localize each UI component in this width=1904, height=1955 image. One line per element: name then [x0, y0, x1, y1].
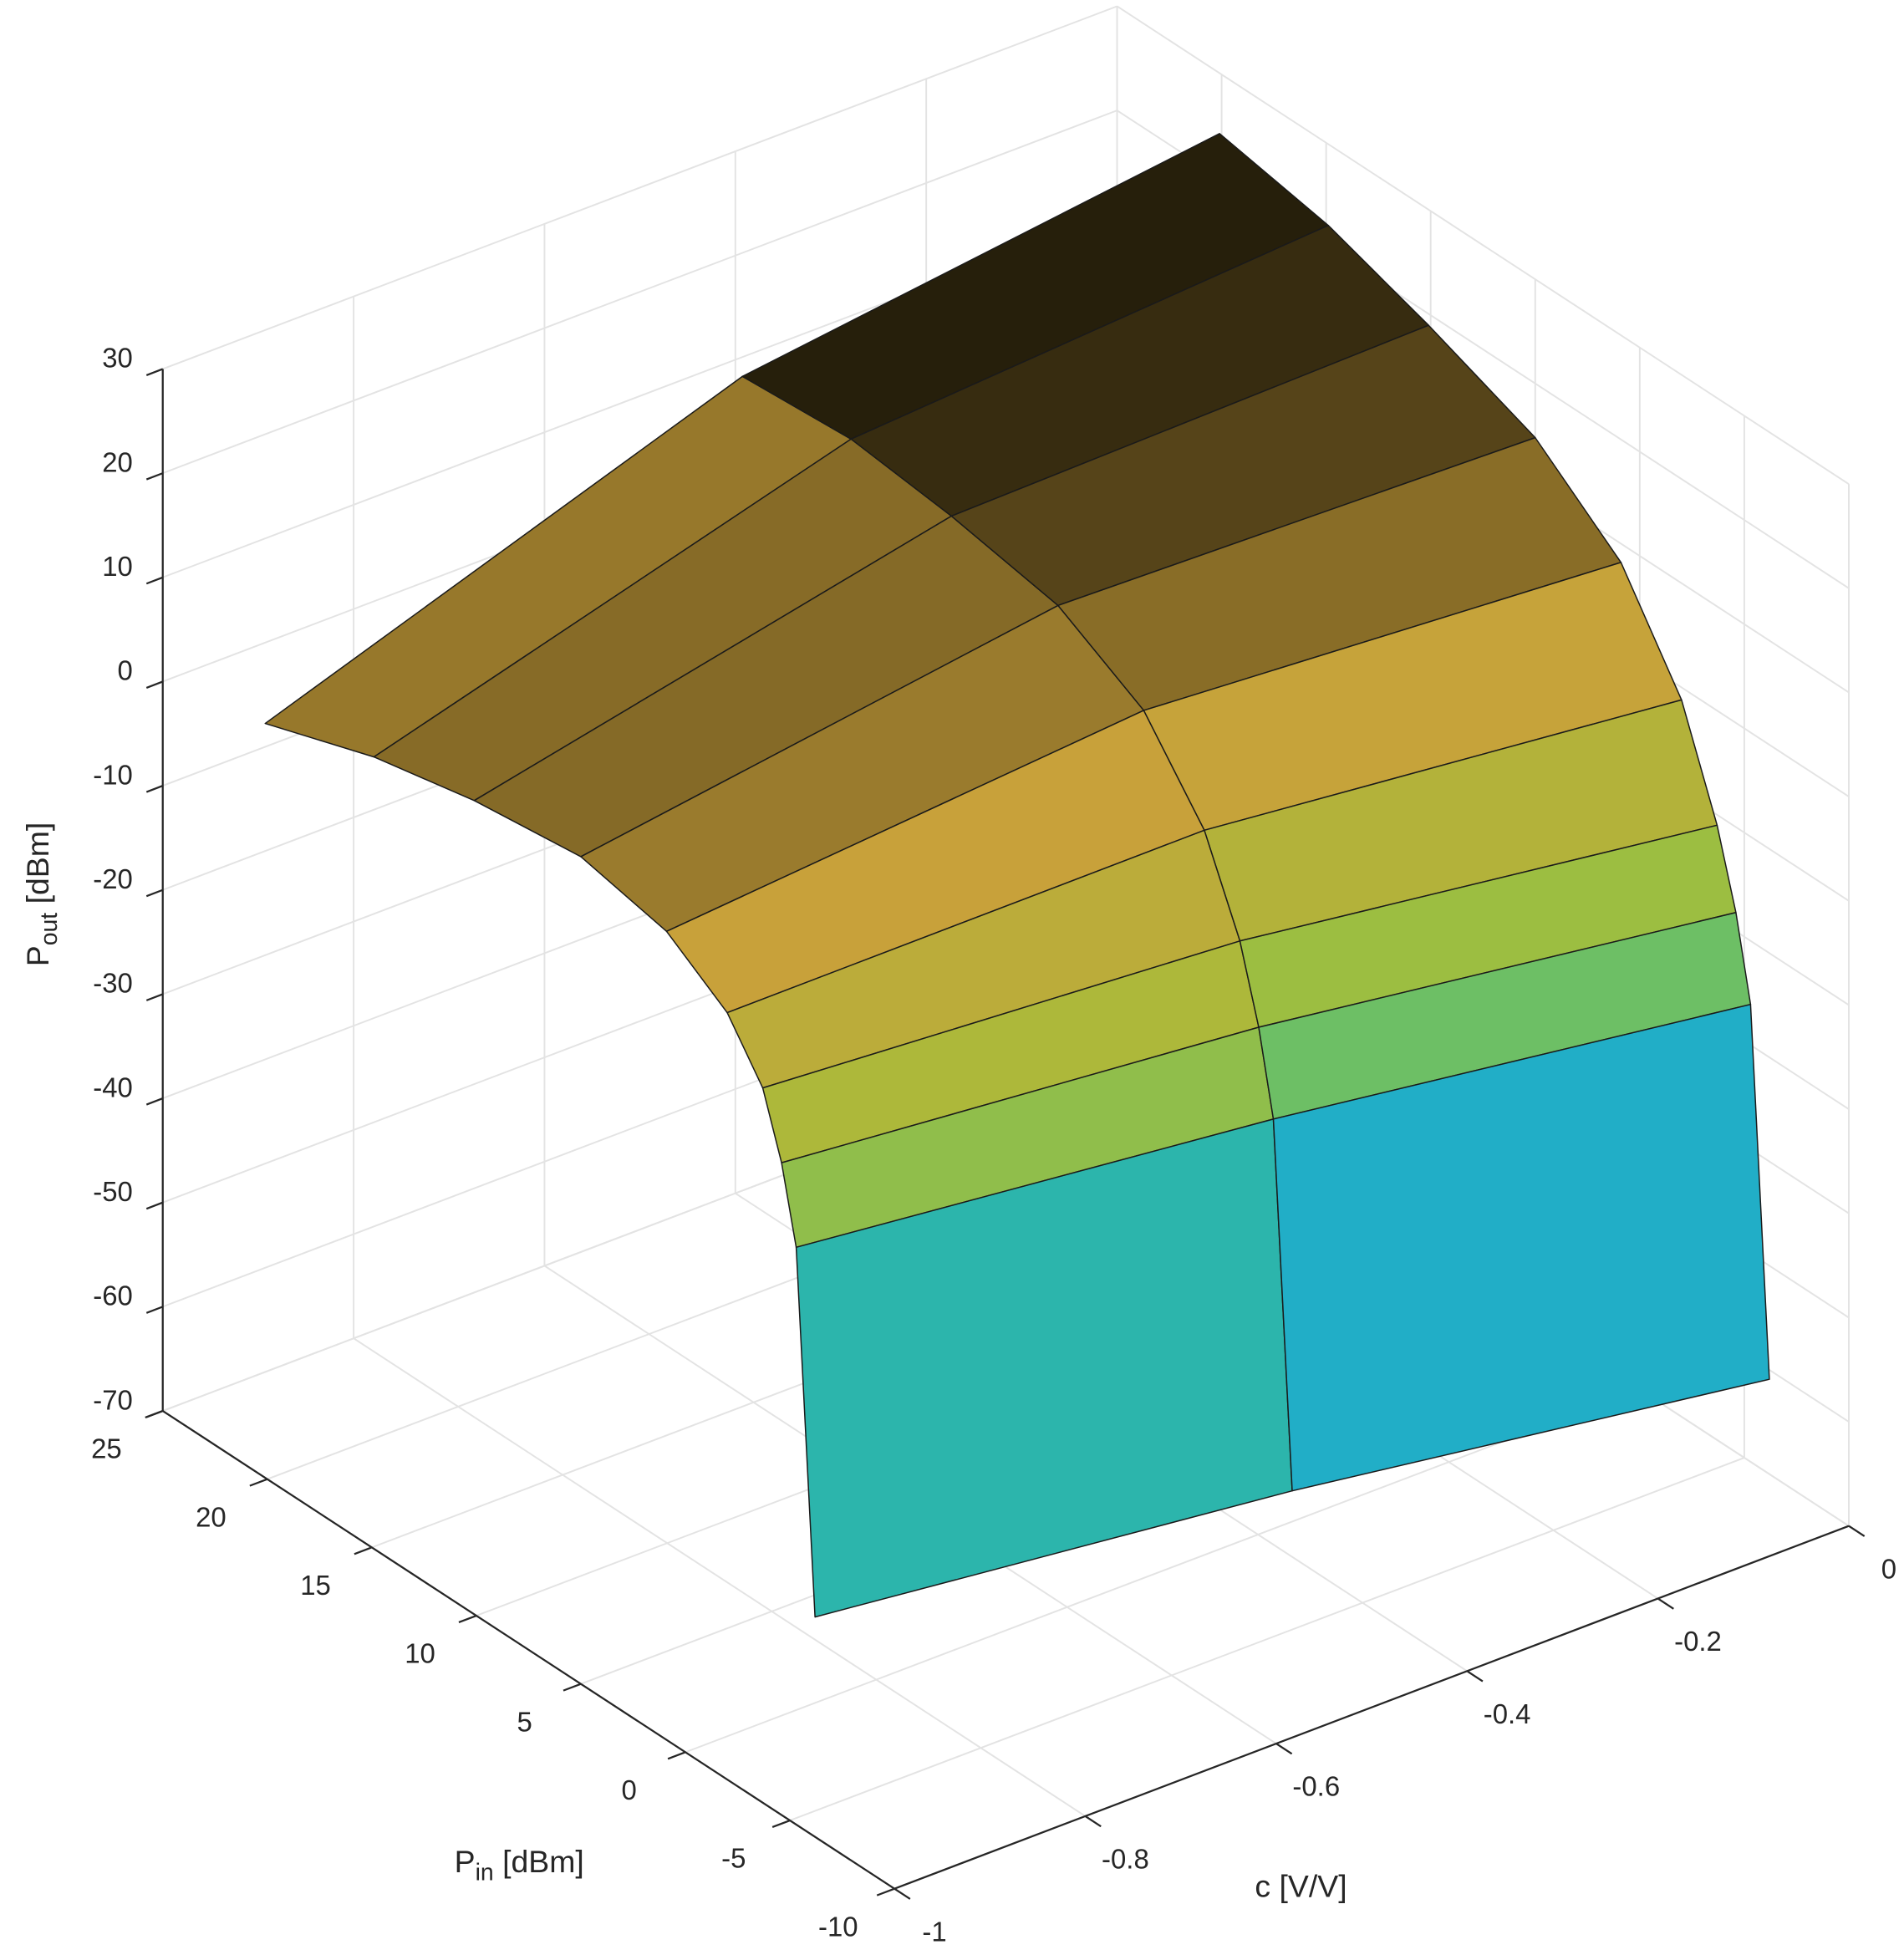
- y-label-unit: [dBm]: [494, 1844, 584, 1879]
- x-axis-label: c [V/V]: [1255, 1869, 1347, 1904]
- x-tick: [1657, 1597, 1674, 1610]
- z-tick-label: 20: [102, 446, 133, 477]
- z-tick-label: -30: [93, 968, 133, 999]
- y-tick-label: -5: [721, 1843, 746, 1874]
- grid-line: [789, 1457, 1745, 1821]
- y-tick: [563, 1683, 582, 1692]
- x-axis-line: [893, 1525, 1850, 1890]
- z-tick: [145, 368, 164, 376]
- grid-line: [353, 1337, 1087, 1817]
- y-label-sub: in: [476, 1859, 494, 1886]
- grid-line: [162, 5, 1117, 370]
- y-tick-label: 25: [91, 1433, 122, 1464]
- z-tick-label: 0: [117, 655, 132, 686]
- x-tick-label: 0: [1881, 1553, 1896, 1584]
- y-tick: [145, 1409, 164, 1419]
- y-tick: [249, 1478, 268, 1487]
- z-label-sub: out: [36, 913, 63, 946]
- z-tick-label: -10: [93, 759, 133, 790]
- z-tick: [145, 1201, 164, 1210]
- y-tick-label: 5: [517, 1706, 532, 1737]
- x-tick-label: -0.8: [1102, 1843, 1149, 1874]
- z-tick-label: -50: [93, 1176, 133, 1207]
- x-tick-label: -0.4: [1484, 1698, 1531, 1729]
- x-tick: [1466, 1670, 1484, 1683]
- z-tick: [145, 472, 164, 481]
- y-axis-line: [162, 1410, 895, 1890]
- grid-line: [1117, 5, 1850, 485]
- z-tick: [145, 1306, 164, 1314]
- x-tick: [1848, 1525, 1866, 1537]
- z-tick-label: -60: [93, 1280, 133, 1311]
- z-axis-label: Pout [dBm]: [20, 822, 63, 967]
- y-tick-label: 20: [196, 1501, 227, 1532]
- y-tick-label: 15: [300, 1570, 331, 1601]
- y-tick: [354, 1546, 373, 1555]
- z-tick: [145, 576, 164, 585]
- x-tick: [1084, 1815, 1102, 1828]
- y-axis-label: Pin [dBm]: [455, 1844, 584, 1886]
- z-tick-label: 30: [102, 343, 133, 374]
- x-tick-label: -0.6: [1292, 1771, 1340, 1802]
- z-tick: [145, 785, 164, 793]
- x-tick-label: -1: [922, 1916, 946, 1947]
- y-tick: [667, 1751, 686, 1760]
- z-tick-label: -70: [93, 1384, 133, 1415]
- x-tick-label: -0.2: [1674, 1626, 1722, 1657]
- z-label-unit: [dBm]: [20, 822, 55, 913]
- grid-line: [685, 1388, 1641, 1754]
- z-tick: [145, 680, 164, 689]
- y-tick-label: 10: [405, 1638, 435, 1669]
- y-tick: [771, 1819, 791, 1829]
- z-label-main: P: [20, 945, 55, 966]
- surface-patch: [1272, 1003, 1770, 1492]
- z-tick-label: 10: [102, 551, 133, 582]
- x-tick: [893, 1887, 911, 1900]
- y-tick-label: 0: [622, 1774, 637, 1805]
- grid-line: [162, 109, 1117, 475]
- z-tick: [145, 993, 164, 1001]
- z-tick-label: -40: [93, 1072, 133, 1102]
- surface: [264, 133, 1770, 1618]
- z-tick: [145, 888, 164, 898]
- y-tick: [458, 1614, 477, 1624]
- y-label-main: P: [455, 1844, 476, 1879]
- x-tick: [1275, 1743, 1293, 1755]
- z-tick: [145, 1097, 164, 1106]
- axes: -70-60-50-40-30-20-100102030-10-50510152…: [91, 343, 1896, 1947]
- y-tick: [876, 1887, 895, 1896]
- z-tick-label: -20: [93, 863, 133, 894]
- y-tick-label: -10: [818, 1911, 858, 1942]
